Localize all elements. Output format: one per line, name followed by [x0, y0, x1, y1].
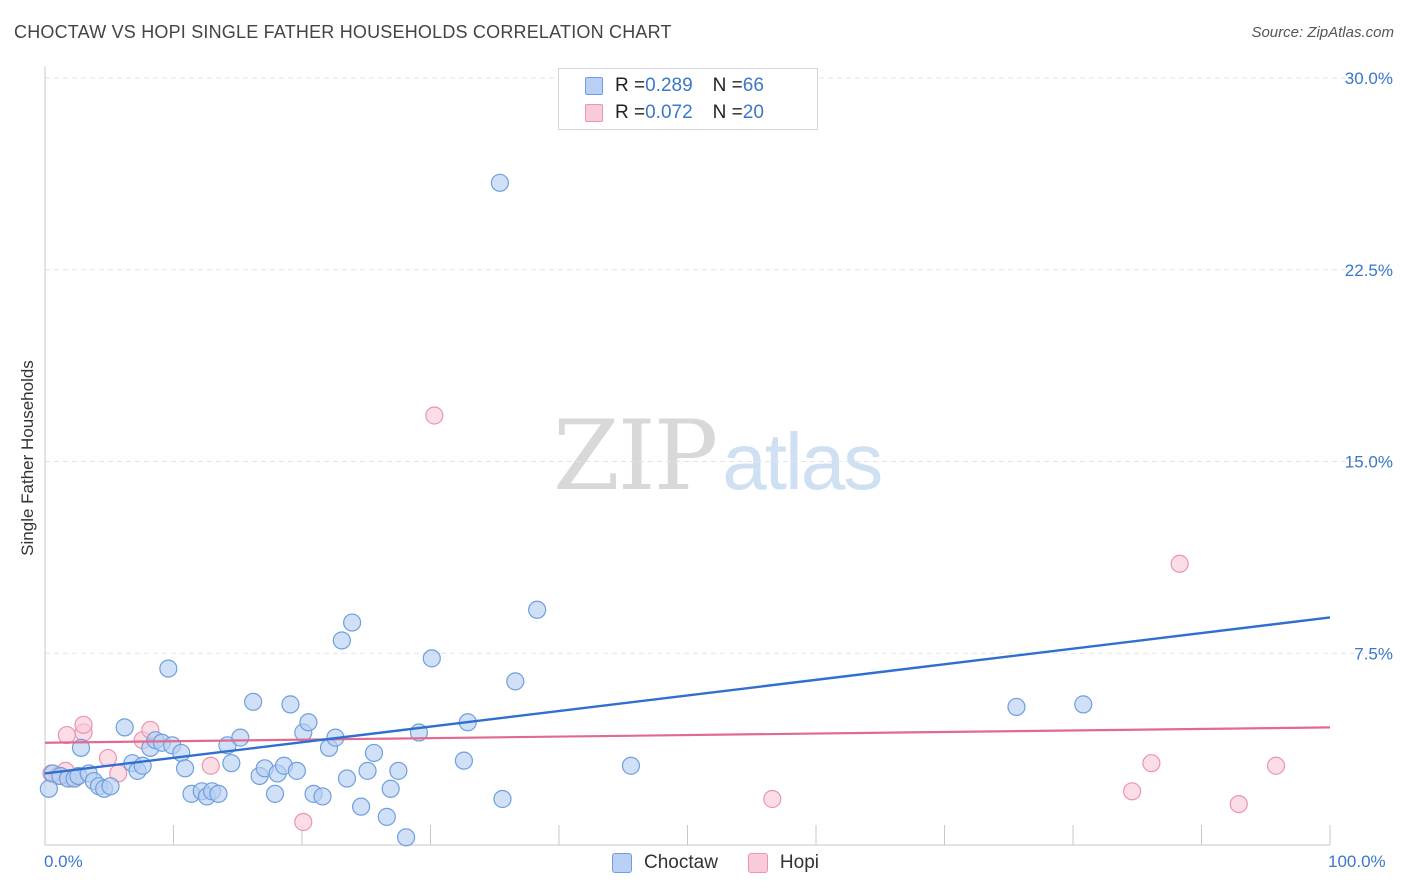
choctaw-points	[39, 173, 1093, 847]
chart-title: CHOCTAW VS HOPI SINGLE FATHER HOUSEHOLDS…	[14, 22, 672, 42]
hopi-point	[1142, 754, 1161, 773]
choctaw-point	[231, 728, 250, 747]
series-legend: Choctaw Hopi	[612, 852, 849, 874]
y-tick-label: 22.5%	[1345, 261, 1393, 280]
legend-n-label: N =	[712, 75, 743, 96]
choctaw-point	[209, 784, 228, 803]
legend-row-choctaw: R = 0.289 N = 66	[585, 75, 764, 97]
choctaw-point	[506, 672, 525, 691]
choctaw-point	[332, 631, 351, 650]
legend-n-label: N =	[712, 102, 743, 123]
legend-r-label: R =	[615, 75, 646, 96]
legend-r-value-choctaw: 0.289	[645, 75, 693, 96]
hopi-trend-line	[44, 726, 1331, 744]
choctaw-point	[222, 754, 241, 773]
hopi-point	[1123, 782, 1142, 801]
gridlines	[45, 77, 1394, 654]
choctaw-point	[159, 659, 178, 678]
legend-swatch-choctaw	[612, 853, 632, 873]
choctaw-point	[1074, 695, 1093, 714]
choctaw-point	[1007, 697, 1026, 717]
choctaw-point	[337, 769, 357, 788]
choctaw-point	[287, 761, 306, 780]
legend-swatch-hopi	[747, 853, 768, 873]
choctaw-point	[281, 695, 300, 714]
choctaw-point	[422, 649, 441, 668]
legend-r-value-hopi: 0.072	[645, 102, 693, 123]
choctaw-point	[621, 756, 641, 775]
choctaw-point	[265, 784, 285, 803]
choctaw-point	[175, 759, 195, 778]
legend-n-value-choctaw: 66	[742, 75, 764, 96]
choctaw-trend-line	[44, 616, 1331, 775]
choctaw-point	[364, 743, 384, 763]
legend-label-hopi: Hopi	[779, 852, 819, 873]
hopi-point	[1229, 794, 1248, 814]
hopi-point	[1266, 756, 1286, 775]
choctaw-point	[343, 613, 362, 632]
stats-legend: R = 0.289 N = 66 R = 0.072 N = 20	[558, 68, 818, 130]
choctaw-point	[101, 777, 120, 796]
choctaw-point	[490, 173, 509, 192]
source-label: Source: ZipAtlas.com	[1251, 24, 1394, 41]
legend-swatch-hopi	[585, 104, 603, 122]
watermark-zip: ZIP	[553, 400, 718, 512]
choctaw-point	[454, 751, 474, 770]
hopi-point	[294, 812, 313, 832]
y-axis-label: Single Father Households	[18, 360, 37, 556]
choctaw-point	[381, 779, 400, 798]
legend-item-hopi[interactable]: Hopi	[747, 852, 819, 874]
legend-n-value-hopi: 20	[742, 102, 764, 123]
hopi-point	[57, 725, 76, 745]
choctaw-point	[352, 797, 371, 816]
choctaw-point	[396, 828, 416, 847]
axes	[44, 66, 1331, 846]
choctaw-point	[71, 738, 91, 757]
legend-swatch-choctaw	[585, 77, 603, 95]
choctaw-point	[115, 718, 134, 737]
hopi-point	[74, 715, 93, 734]
y-tick-label: 30.0%	[1345, 69, 1393, 88]
choctaw-point	[389, 761, 408, 780]
choctaw-point	[313, 787, 332, 806]
choctaw-point	[172, 743, 191, 763]
hopi-point	[425, 406, 444, 425]
legend-label-choctaw: Choctaw	[644, 852, 718, 873]
x-tick-max: 100.0%	[1328, 852, 1386, 871]
choctaw-point	[528, 600, 547, 619]
y-tick-label: 7.5%	[1354, 644, 1393, 663]
hopi-point	[201, 756, 220, 775]
y-tick-labels: 7.5% 15.0% 22.5% 30.0%	[1345, 69, 1393, 663]
legend-r-label: R =	[615, 102, 646, 123]
trend-lines	[44, 616, 1331, 775]
legend-row-hopi: R = 0.072 N = 20	[585, 102, 764, 124]
choctaw-point	[244, 692, 263, 711]
legend-item-choctaw[interactable]: Choctaw	[612, 852, 718, 874]
hopi-point	[763, 789, 782, 809]
choctaw-point	[358, 761, 377, 780]
x-tick-min: 0.0%	[44, 852, 83, 871]
choctaw-point	[493, 789, 512, 809]
y-tick-label: 15.0%	[1345, 453, 1393, 472]
choctaw-point	[377, 807, 396, 826]
hopi-point	[1170, 554, 1189, 573]
choctaw-point	[299, 713, 318, 732]
